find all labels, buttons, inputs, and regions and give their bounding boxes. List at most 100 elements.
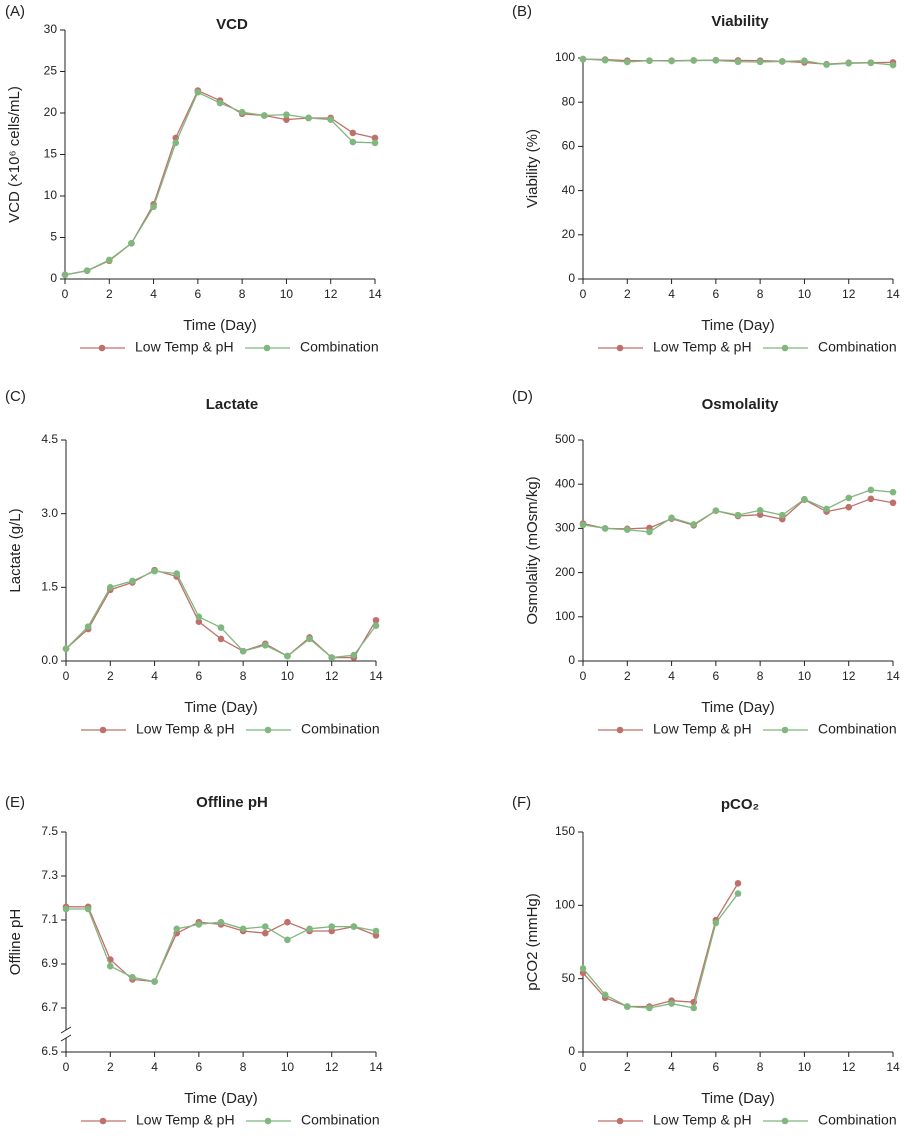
x-tick-label: 10 — [281, 669, 295, 683]
legend-label: Low Temp & pH — [136, 1112, 235, 1128]
y-tick-label: 6.7 — [41, 1000, 58, 1014]
x-tick-label: 0 — [62, 287, 69, 301]
legend-label: Combination — [818, 339, 897, 355]
data-point — [867, 486, 875, 494]
y-tick-label: 400 — [555, 476, 575, 490]
x-tick-label: 2 — [106, 287, 113, 301]
data-point — [845, 494, 853, 502]
data-point — [84, 623, 92, 630]
data-point — [756, 58, 764, 66]
data-point — [283, 111, 290, 118]
x-tick-label: 14 — [886, 287, 900, 301]
y-tick-label: 60 — [562, 139, 576, 153]
legend-label: Combination — [818, 721, 897, 737]
legend-label: Combination — [301, 1112, 380, 1128]
x-tick-label: 0 — [580, 287, 587, 301]
data-point — [306, 925, 313, 933]
data-point — [151, 567, 158, 575]
legend-label: Low Temp & pH — [653, 1112, 752, 1128]
data-point — [195, 613, 203, 621]
x-tick-label: 0 — [63, 669, 70, 683]
data-point — [305, 114, 312, 122]
data-point — [623, 58, 631, 66]
legend-marker — [781, 726, 789, 734]
y-tick-label: 25 — [44, 64, 58, 78]
x-tick-label: 2 — [624, 669, 631, 683]
data-point — [129, 973, 136, 981]
x-axis-label: Time (Day) — [701, 699, 775, 716]
x-tick-label: 2 — [624, 287, 631, 301]
x-tick-label: 10 — [798, 287, 812, 301]
y-axis-label: Osmolality (mOsm/kg) — [524, 476, 541, 624]
x-tick-label: 8 — [240, 1060, 247, 1074]
y-tick-label: 6.9 — [41, 956, 58, 970]
x-tick-label: 4 — [151, 669, 158, 683]
data-point — [646, 57, 653, 64]
data-point — [601, 525, 609, 532]
data-point — [328, 654, 336, 661]
legend-marker — [616, 726, 624, 734]
y-tick-label: 7.5 — [41, 824, 58, 838]
data-point — [867, 495, 875, 503]
y-tick-label: 50 — [562, 971, 576, 985]
data-point — [371, 139, 379, 147]
x-tick-label: 4 — [150, 287, 157, 301]
data-point — [283, 116, 290, 123]
data-point — [62, 645, 70, 653]
legend-label: Low Temp & pH — [136, 721, 235, 737]
x-tick-label: 0 — [580, 1060, 587, 1074]
data-point — [845, 503, 853, 511]
data-point — [845, 60, 853, 67]
data-point — [349, 138, 357, 146]
chart-title: pCO₂ — [721, 796, 759, 813]
data-point — [306, 635, 313, 643]
data-point — [823, 505, 830, 513]
x-tick-label: 14 — [369, 1060, 383, 1074]
y-tick-label: 0 — [568, 1044, 575, 1058]
y-axis-label: Viability (%) — [524, 129, 541, 208]
x-tick-label: 0 — [63, 1060, 70, 1074]
legend-label: Low Temp & pH — [135, 339, 234, 355]
legend-marker — [781, 344, 789, 352]
data-point — [328, 923, 336, 930]
data-point — [62, 905, 70, 913]
x-tick-label: 0 — [580, 669, 587, 683]
x-tick-label: 14 — [886, 1060, 900, 1074]
data-point — [668, 1000, 675, 1007]
x-tick-label: 14 — [369, 669, 383, 683]
x-axis-label: Time (Day) — [184, 699, 258, 716]
x-axis-label: Time (Day) — [183, 317, 257, 334]
x-tick-label: 2 — [107, 1060, 114, 1074]
legend-marker — [616, 344, 624, 352]
data-point — [712, 507, 720, 515]
data-point — [646, 528, 653, 536]
data-point — [239, 647, 247, 655]
y-tick-label: 150 — [555, 824, 575, 838]
x-tick-label: 4 — [151, 1060, 158, 1074]
x-tick-label: 10 — [280, 287, 294, 301]
data-point — [579, 965, 587, 972]
data-point — [712, 919, 720, 927]
x-tick-label: 8 — [757, 669, 764, 683]
y-tick-label: 3.0 — [41, 506, 58, 520]
y-tick-label: 30 — [44, 22, 58, 36]
data-point — [801, 57, 808, 64]
y-axis-label: pCO2 (mmHg) — [524, 893, 541, 991]
chart-title: Offline pH — [196, 794, 268, 811]
y-tick-label: 500 — [555, 432, 575, 446]
x-axis-label: Time (Day) — [184, 1090, 258, 1107]
y-tick-label: 200 — [555, 565, 575, 579]
legend-label: Combination — [300, 339, 379, 355]
data-point — [284, 918, 291, 926]
legend-marker — [264, 726, 272, 734]
data-point — [668, 514, 675, 522]
series-line — [582, 893, 739, 1009]
data-point — [579, 521, 587, 529]
y-tick-label: 6.5 — [41, 1044, 58, 1058]
data-point — [889, 61, 897, 69]
y-tick-label: 1.5 — [41, 580, 58, 594]
legend-marker — [263, 344, 271, 352]
y-tick-label: 300 — [555, 521, 575, 535]
